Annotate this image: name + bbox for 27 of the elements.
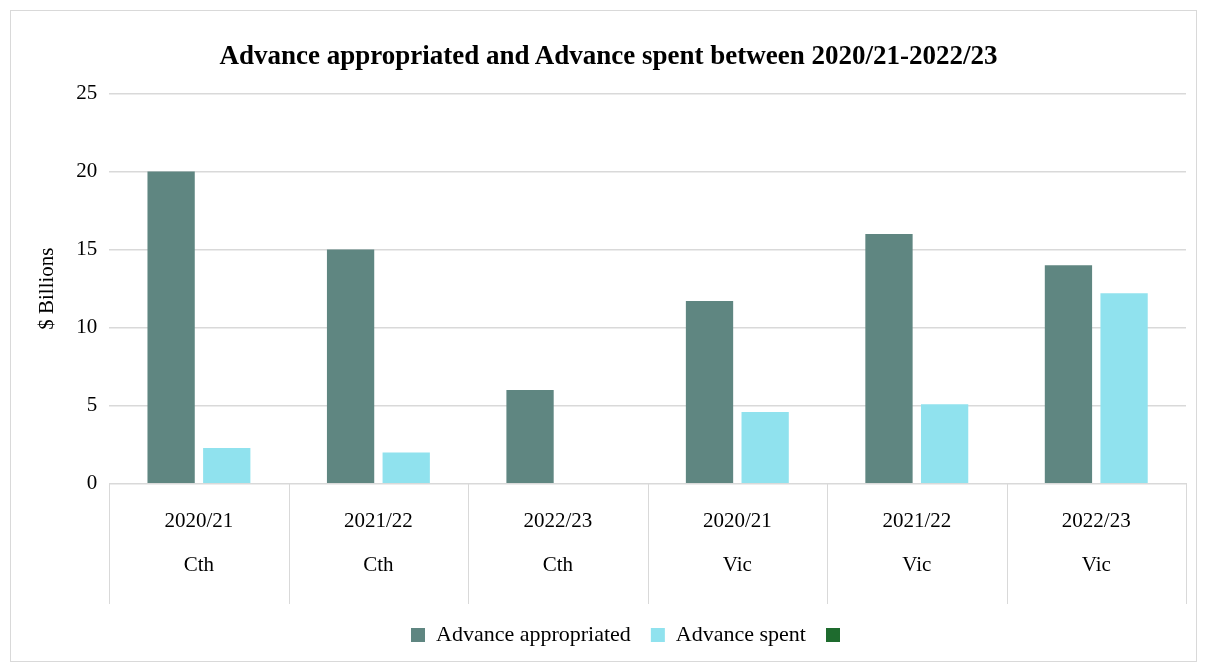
bar [506,390,554,484]
legend-label: Advance appropriated [436,620,631,646]
legend-label: Advance spent [675,620,806,646]
y-tick-label: 5 [86,392,98,417]
bar [203,447,251,484]
y-tick-label: 15 [76,236,98,261]
bar [741,411,789,484]
bar [382,452,430,484]
bar [326,249,375,484]
x-tick-label: 2021/22 Cth [343,508,413,577]
x-tick-label: 2021/22 Vic [882,508,952,577]
x-tick-label: 2020/21 Vic [702,508,772,577]
y-tick-label: 10 [76,314,98,339]
y-tick-label: 20 [76,158,98,182]
bar [920,404,969,484]
y-tick-label: 0 [86,470,98,495]
x-tick-label: 2022/23 Vic [1061,508,1131,577]
bar [1044,265,1093,484]
x-tick-label: 2022/23 Cth [523,508,593,577]
y-tick-label: 25 [76,79,98,104]
bar [685,301,734,484]
bar [1100,293,1148,484]
bar [865,233,913,484]
y-axis-title: $ Billions [34,247,59,330]
bar [147,171,195,484]
chart-title: Advance appropriated and Advance spent between 2020/21-2022/23 [219,40,998,71]
x-tick-label: 2020/21 Cth [164,508,234,577]
